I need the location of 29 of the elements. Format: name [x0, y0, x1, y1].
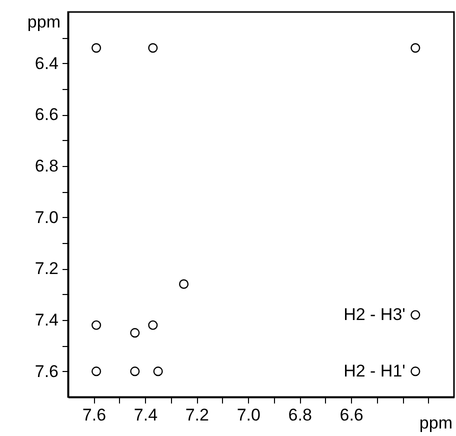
point [179, 279, 189, 289]
y-tick-label: 6.6 [34, 105, 58, 124]
point [92, 320, 102, 330]
y-tick-label: 7.4 [34, 310, 58, 330]
x-tick-label: 7.2 [185, 406, 209, 424]
x-tick-label: 6.8 [288, 406, 312, 424]
point [130, 366, 140, 376]
annotation: H2 - H1' [344, 361, 406, 380]
point [410, 366, 420, 376]
y-tick-label: 7.2 [34, 259, 58, 278]
point [92, 366, 102, 376]
x-tick-label: 7.4 [134, 406, 158, 424]
y-tick-label: 7.6 [34, 362, 58, 381]
y-tick-label: 6.8 [34, 156, 58, 176]
x-tick-label: 7.6 [82, 406, 106, 424]
point [148, 43, 158, 53]
y-tick-label: 6.4 [34, 54, 58, 73]
point [153, 366, 163, 376]
point [148, 320, 158, 330]
point [92, 43, 102, 53]
point [410, 43, 420, 53]
x-axis-title: ppm [419, 414, 452, 432]
annotation: H2 - H3' [344, 304, 406, 324]
point [130, 328, 140, 338]
y-tick-label: 7.0 [34, 208, 58, 227]
x-tick-label: 6.6 [340, 406, 364, 424]
x-tick-label: 7.0 [236, 406, 260, 424]
point [410, 310, 420, 320]
y-axis-title: ppm [27, 12, 60, 32]
